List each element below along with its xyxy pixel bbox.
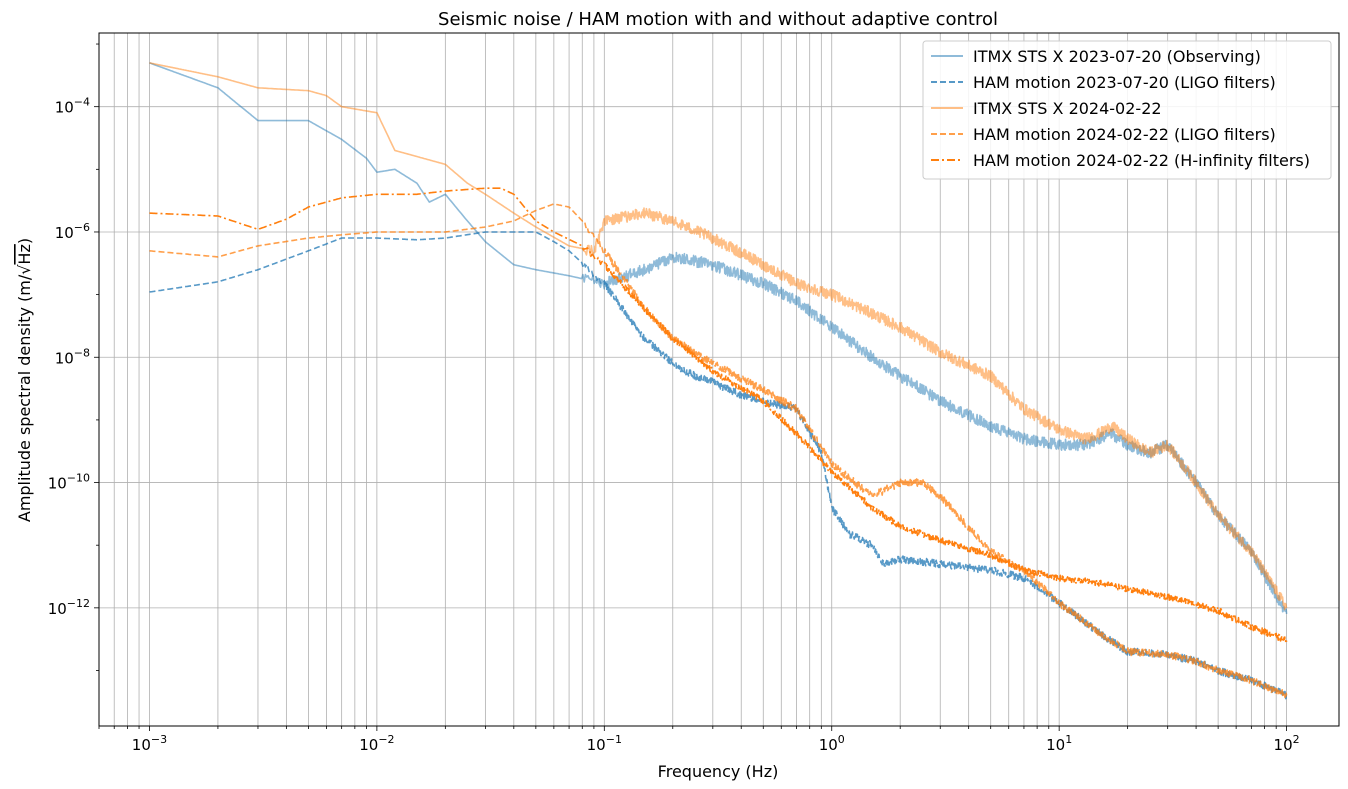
- x-tick-label: 102: [1274, 733, 1300, 754]
- y-label-prefix: Amplitude spectral density (m/: [15, 274, 34, 522]
- y-label-radicand: Hz: [15, 244, 34, 264]
- legend-label: HAM motion 2023-07-20 (LIGO filters): [973, 73, 1276, 92]
- y-tick-label: 10−10: [48, 472, 90, 493]
- legend-label: ITMX STS X 2024-02-22: [973, 99, 1162, 118]
- x-tick-label: 10−1: [587, 733, 622, 754]
- y-tick-label: 10−6: [55, 221, 90, 242]
- y-label-suffix: ): [15, 238, 34, 244]
- x-tick-label: 10−3: [132, 733, 167, 754]
- x-axis-ticks: 10−3 10−2 10−1 100 101 102: [98, 726, 1300, 754]
- x-tick-label: 100: [819, 733, 845, 754]
- major-grid: [99, 33, 1339, 726]
- y-tick-label: 10−8: [55, 346, 90, 367]
- legend-label: ITMX STS X 2023-07-20 (Observing): [973, 47, 1261, 66]
- series-line-2: [149, 231, 1288, 700]
- series-line-4: [149, 203, 1288, 699]
- y-label-sqrt: √: [15, 264, 34, 275]
- axes-frame: [98, 32, 1340, 727]
- y-tick-label: 10−12: [48, 597, 90, 618]
- x-tick-label: 101: [1046, 733, 1072, 754]
- y-tick-label: 10−4: [55, 96, 90, 117]
- y-axis-ticks: 10−12 10−10 10−8 10−6 10−4: [48, 43, 99, 671]
- legend-box: [922, 40, 1332, 180]
- legend: ITMX STS X 2023-07-20 (Observing) HAM mot…: [922, 40, 1332, 180]
- x-axis-label: Frequency (Hz): [658, 762, 779, 781]
- svg-text:Amplitude spectral density (m/: Amplitude spectral density (m/√Hz): [15, 238, 34, 522]
- legend-label: HAM motion 2024-02-22 (LIGO filters): [973, 125, 1276, 144]
- series-layer: [149, 62, 1288, 700]
- legend-label: HAM motion 2024-02-22 (H-infinity filter…: [973, 151, 1310, 170]
- chart-title: Seismic noise / HAM motion with and with…: [438, 9, 998, 30]
- x-tick-label: 10−2: [359, 733, 394, 754]
- y-axis-label: Amplitude spectral density (m/√Hz): [15, 238, 34, 522]
- minor-grid: [98, 33, 1277, 726]
- series-line-5: [149, 187, 1288, 645]
